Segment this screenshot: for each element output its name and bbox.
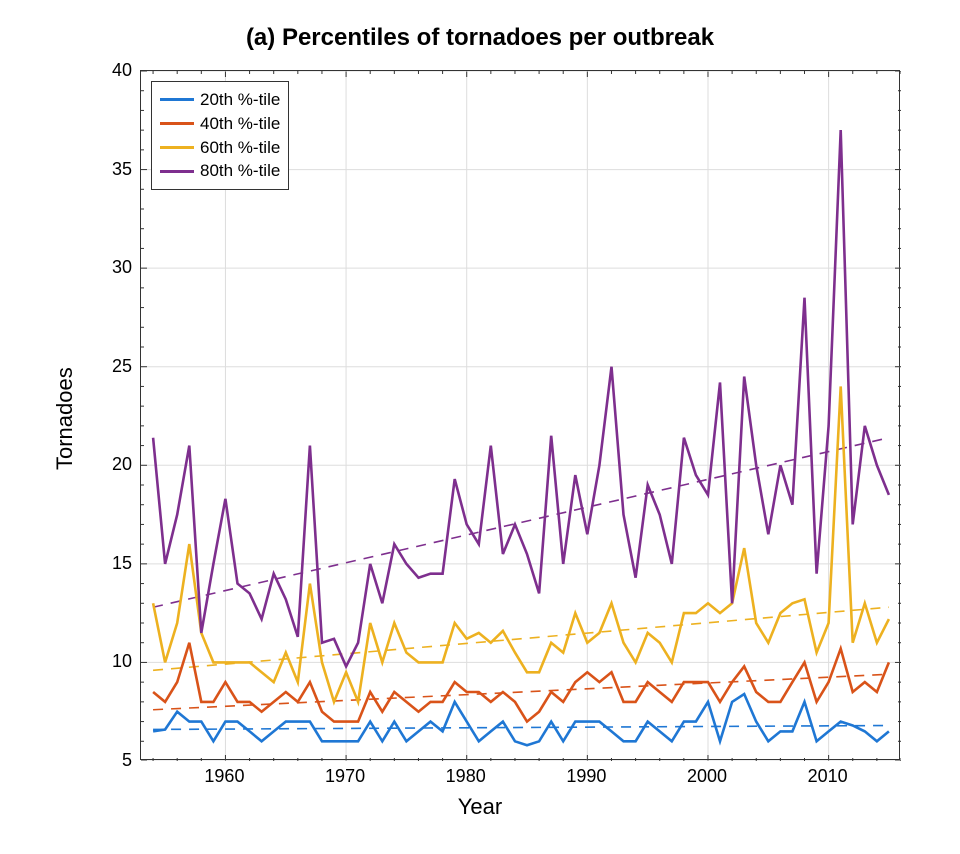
- y-tick-label: 35: [82, 159, 132, 180]
- x-tick-label: 1990: [556, 766, 616, 787]
- legend-item: 20th %-tile: [160, 88, 280, 112]
- x-tick-label: 1960: [194, 766, 254, 787]
- x-tick-label: 2010: [798, 766, 858, 787]
- legend-label: 80th %-tile: [200, 159, 280, 183]
- legend-swatch: [160, 170, 194, 173]
- trend-line: [153, 674, 889, 709]
- y-tick-label: 20: [82, 454, 132, 475]
- series-line: [153, 386, 889, 702]
- legend-item: 40th %-tile: [160, 112, 280, 136]
- y-tick-label: 10: [82, 651, 132, 672]
- series-line: [153, 643, 889, 722]
- legend-item: 80th %-tile: [160, 159, 280, 183]
- y-axis-label: Tornadoes: [52, 367, 78, 470]
- y-tick-label: 40: [82, 60, 132, 81]
- y-tick-label: 30: [82, 257, 132, 278]
- legend-item: 60th %-tile: [160, 136, 280, 160]
- series-line: [153, 130, 889, 666]
- trend-line: [153, 438, 889, 608]
- legend-swatch: [160, 146, 194, 149]
- legend-label: 40th %-tile: [200, 112, 280, 136]
- legend-swatch: [160, 122, 194, 125]
- chart-title: (a) Percentiles of tornadoes per outbrea…: [0, 24, 960, 52]
- x-tick-label: 1970: [315, 766, 375, 787]
- y-tick-label: 5: [82, 750, 132, 771]
- legend-label: 60th %-tile: [200, 136, 280, 160]
- plot-area: 20th %-tile40th %-tile60th %-tile80th %-…: [140, 70, 900, 760]
- x-tick-label: 1980: [436, 766, 496, 787]
- legend-swatch: [160, 98, 194, 101]
- y-tick-label: 25: [82, 356, 132, 377]
- x-axis-label: Year: [0, 794, 960, 820]
- trend-line: [153, 726, 889, 730]
- legend: 20th %-tile40th %-tile60th %-tile80th %-…: [151, 81, 289, 190]
- figure: (a) Percentiles of tornadoes per outbrea…: [0, 0, 960, 854]
- legend-label: 20th %-tile: [200, 88, 280, 112]
- y-tick-label: 15: [82, 553, 132, 574]
- x-tick-label: 2000: [677, 766, 737, 787]
